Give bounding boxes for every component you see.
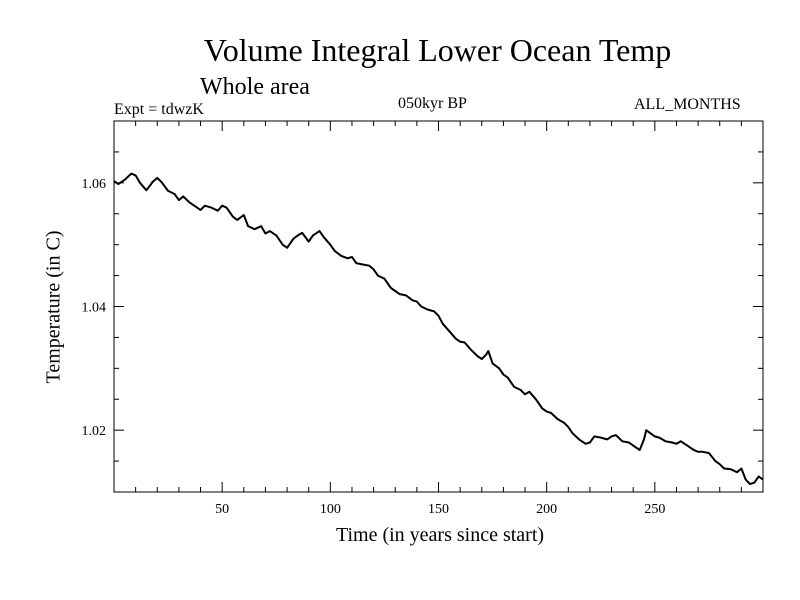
chart-subtitle: Whole area (200, 74, 310, 100)
axis-ticks (114, 121, 763, 492)
y-tick-label: 1.06 (82, 177, 107, 192)
y-tick-label: 1.02 (82, 424, 107, 439)
series-line (113, 172, 764, 485)
period-label: 050kyr BP (398, 95, 467, 112)
experiment-label: Expt = tdwzK (114, 101, 204, 118)
x-tick-label: 50 (215, 502, 229, 517)
x-tick-label: 250 (644, 502, 665, 517)
x-tick-label: 200 (536, 502, 557, 517)
plot-frame (113, 120, 764, 493)
months-label: ALL_MONTHS (634, 96, 741, 113)
chart-title: Volume Integral Lower Ocean Temp (203, 32, 672, 68)
y-tick-label: 1.04 (82, 301, 107, 316)
x-axis-label: Time (in years since start) (335, 524, 545, 546)
x-tick-label: 100 (320, 502, 341, 517)
x-tick-label: 150 (428, 502, 449, 517)
axis-tick-labels: 50 100 150 200 250 1.02 1.04 1.06 (82, 177, 666, 517)
